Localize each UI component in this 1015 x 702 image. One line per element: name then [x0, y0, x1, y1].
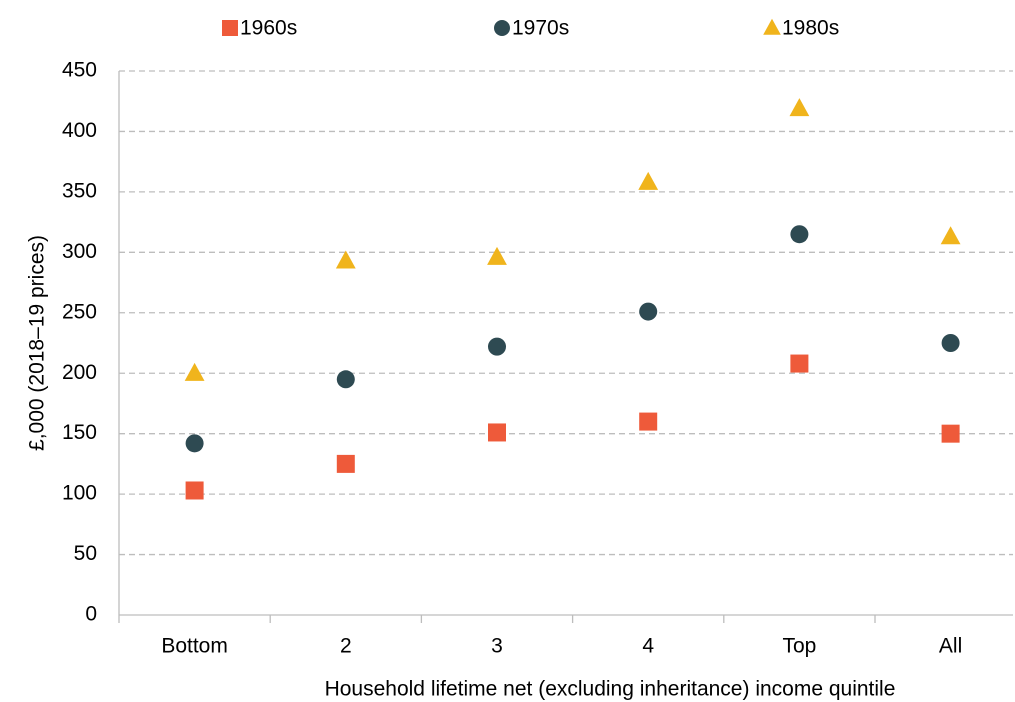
- y-tick-label: 0: [85, 603, 97, 626]
- marker-circle: [941, 334, 960, 352]
- y-tick-label: 350: [62, 179, 97, 202]
- legend-marker: [494, 20, 510, 36]
- legend-label: 1970s: [512, 17, 569, 40]
- x-tick-label: 4: [642, 635, 654, 658]
- marker-circle: [488, 337, 506, 356]
- legend-label: 1960s: [240, 17, 297, 40]
- marker-circle: [336, 370, 355, 389]
- marker-triangle: [335, 250, 356, 269]
- marker-triangle: [940, 226, 961, 245]
- marker-square: [639, 412, 658, 431]
- legend-marker: [222, 20, 238, 36]
- x-tick-label: 2: [340, 635, 352, 658]
- marker-triangle: [638, 171, 659, 190]
- y-tick-label: 100: [62, 482, 97, 505]
- legend-marker: [763, 18, 781, 35]
- marker-triangle: [789, 98, 810, 117]
- marker-square: [941, 424, 960, 443]
- x-tick-label: 3: [491, 635, 503, 658]
- marker-triangle: [487, 246, 507, 265]
- x-tick-label: Top: [782, 635, 816, 658]
- y-tick-label: 50: [74, 542, 97, 565]
- marker-circle: [185, 434, 204, 453]
- y-tick-label: 400: [62, 119, 97, 142]
- marker-square: [488, 423, 506, 442]
- marker-square: [790, 354, 809, 373]
- marker-triangle: [184, 362, 205, 381]
- x-tick-label: Bottom: [161, 635, 228, 658]
- marker-square: [185, 481, 204, 500]
- x-tick-label: All: [939, 635, 962, 658]
- y-tick-label: 300: [62, 240, 97, 263]
- legend-label: 1980s: [782, 17, 839, 40]
- y-tick-label: 450: [62, 59, 97, 82]
- marker-circle: [639, 302, 658, 321]
- marker-square: [336, 454, 355, 473]
- x-axis-label: Household lifetime net (excluding inheri…: [325, 678, 896, 701]
- y-tick-label: 200: [62, 361, 97, 384]
- y-tick-label: 150: [62, 421, 97, 444]
- y-tick-label: 250: [62, 300, 97, 323]
- marker-circle: [790, 225, 809, 244]
- y-axis-label: £,000 (2018–19 prices): [26, 235, 49, 451]
